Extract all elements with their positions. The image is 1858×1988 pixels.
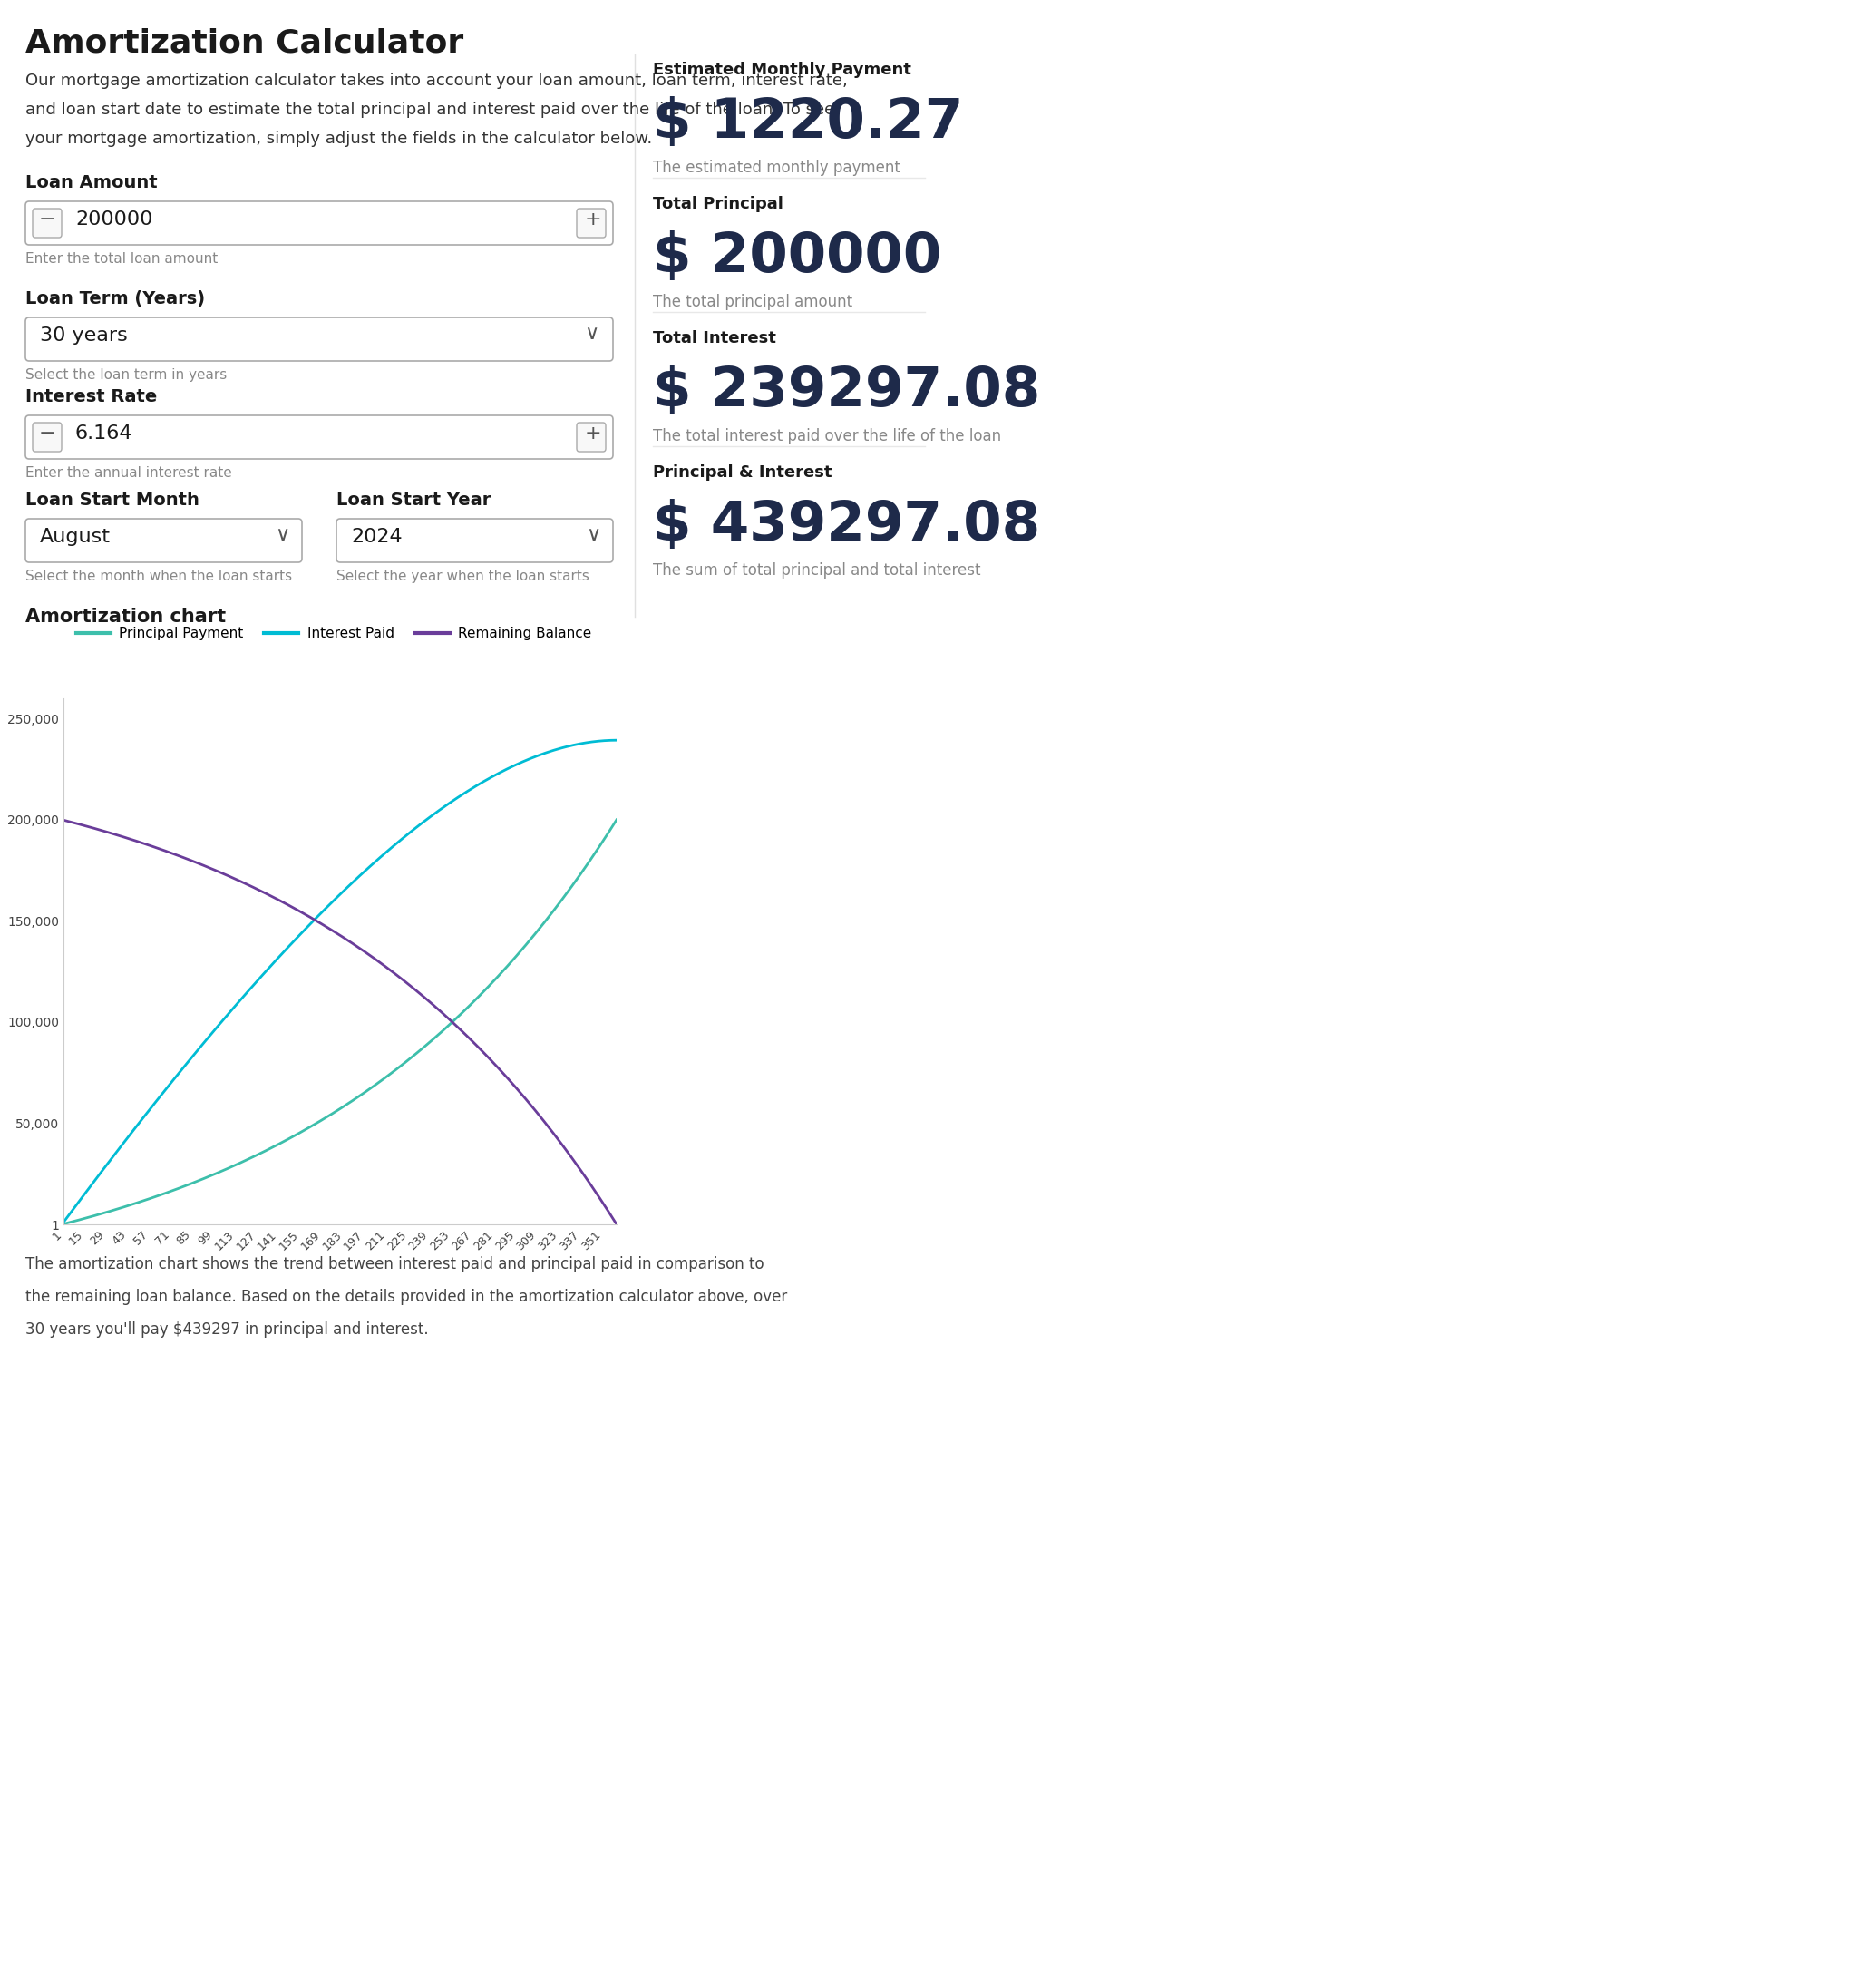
- Text: Estimated Monthly Payment: Estimated Monthly Payment: [652, 62, 910, 78]
- Text: $ 439297.08: $ 439297.08: [652, 499, 1040, 553]
- FancyBboxPatch shape: [33, 423, 61, 451]
- Interest Paid: [121, 1121, 143, 1145]
- Text: Total Interest: Total Interest: [652, 330, 777, 346]
- Text: Loan Start Year: Loan Start Year: [336, 491, 491, 509]
- Text: Our mortgage amortization calculator takes into account your loan amount, loan t: Our mortgage amortization calculator tak…: [26, 72, 847, 89]
- Legend: Principal Payment, Interest Paid, Remaining Balance: Principal Payment, Interest Paid, Remain…: [71, 620, 596, 646]
- FancyBboxPatch shape: [576, 209, 606, 239]
- FancyBboxPatch shape: [26, 318, 613, 362]
- Text: 6.164: 6.164: [76, 425, 132, 443]
- Interest Paid: [245, 970, 268, 994]
- Principal Payment: [52, 1213, 74, 1237]
- Text: $ 1220.27: $ 1220.27: [652, 95, 962, 149]
- Text: 30 years you'll pay $439297 in principal and interest.: 30 years you'll pay $439297 in principal…: [26, 1322, 429, 1338]
- Remaining Balance: [294, 903, 316, 926]
- Text: ∨: ∨: [275, 527, 290, 545]
- Text: Select the month when the loan starts: Select the month when the loan starts: [26, 569, 292, 582]
- Text: −: −: [39, 425, 56, 443]
- Text: −: −: [39, 211, 56, 229]
- Remaining Balance: [236, 873, 258, 897]
- Remaining Balance: [245, 877, 268, 901]
- Text: Enter the total loan amount: Enter the total loan amount: [26, 252, 217, 266]
- FancyBboxPatch shape: [26, 415, 613, 459]
- Text: Total Principal: Total Principal: [652, 197, 784, 213]
- Text: your mortgage amortization, simply adjust the fields in the calculator below.: your mortgage amortization, simply adjus…: [26, 131, 652, 147]
- Text: ∨: ∨: [583, 324, 598, 342]
- Interest Paid: [236, 980, 258, 1004]
- Text: 30 years: 30 years: [39, 326, 128, 344]
- Interest Paid: [217, 1002, 240, 1026]
- Text: 2024: 2024: [351, 529, 403, 547]
- Text: and loan start date to estimate the total principal and interest paid over the l: and loan start date to estimate the tota…: [26, 101, 834, 117]
- Text: Amortization chart: Amortization chart: [26, 608, 227, 626]
- Text: The total principal amount: The total principal amount: [652, 294, 853, 310]
- Text: The sum of total principal and total interest: The sum of total principal and total int…: [652, 563, 981, 579]
- Text: The amortization chart shows the trend between interest paid and principal paid : The amortization chart shows the trend b…: [26, 1256, 764, 1272]
- Text: Loan Amount: Loan Amount: [26, 175, 158, 191]
- Remaining Balance: [217, 865, 240, 889]
- Interest Paid: [606, 728, 628, 751]
- Text: 200000: 200000: [76, 211, 152, 229]
- Text: Select the loan term in years: Select the loan term in years: [26, 368, 227, 382]
- Principal Payment: [294, 1117, 316, 1141]
- Interest Paid: [52, 1211, 74, 1235]
- Remaining Balance: [574, 1165, 596, 1189]
- FancyBboxPatch shape: [26, 519, 303, 563]
- Text: +: +: [585, 211, 602, 229]
- Line: Remaining Balance: Remaining Balance: [63, 821, 617, 1225]
- Text: Amortization Calculator: Amortization Calculator: [26, 28, 464, 58]
- Interest Paid: [294, 916, 316, 940]
- Principal Payment: [217, 1157, 240, 1181]
- FancyBboxPatch shape: [576, 423, 606, 451]
- Text: Principal & Interest: Principal & Interest: [652, 465, 832, 481]
- Principal Payment: [236, 1147, 258, 1171]
- Remaining Balance: [606, 1213, 628, 1237]
- Line: Principal Payment: Principal Payment: [63, 819, 617, 1225]
- Text: +: +: [585, 425, 602, 443]
- Principal Payment: [121, 1193, 143, 1217]
- Text: $ 239297.08: $ 239297.08: [652, 364, 1040, 417]
- Text: August: August: [39, 529, 111, 547]
- Text: the remaining loan balance. Based on the details provided in the amortization ca: the remaining loan balance. Based on the…: [26, 1288, 788, 1304]
- Text: ∨: ∨: [585, 527, 600, 545]
- Remaining Balance: [52, 809, 74, 833]
- FancyBboxPatch shape: [33, 209, 61, 239]
- Remaining Balance: [121, 827, 143, 851]
- Principal Payment: [606, 807, 628, 831]
- Interest Paid: [574, 732, 596, 755]
- Text: The total interest paid over the life of the loan: The total interest paid over the life of…: [652, 427, 1001, 445]
- Text: Loan Term (Years): Loan Term (Years): [26, 290, 204, 308]
- Text: Loan Start Month: Loan Start Month: [26, 491, 199, 509]
- Text: Interest Rate: Interest Rate: [26, 388, 158, 406]
- FancyBboxPatch shape: [26, 201, 613, 245]
- Text: Enter the annual interest rate: Enter the annual interest rate: [26, 465, 232, 479]
- Line: Interest Paid: Interest Paid: [63, 740, 617, 1223]
- Principal Payment: [245, 1143, 268, 1167]
- FancyBboxPatch shape: [336, 519, 613, 563]
- Text: $ 200000: $ 200000: [652, 231, 942, 284]
- Principal Payment: [574, 855, 596, 879]
- Text: The estimated monthly payment: The estimated monthly payment: [652, 159, 901, 177]
- Text: Select the year when the loan starts: Select the year when the loan starts: [336, 569, 589, 582]
